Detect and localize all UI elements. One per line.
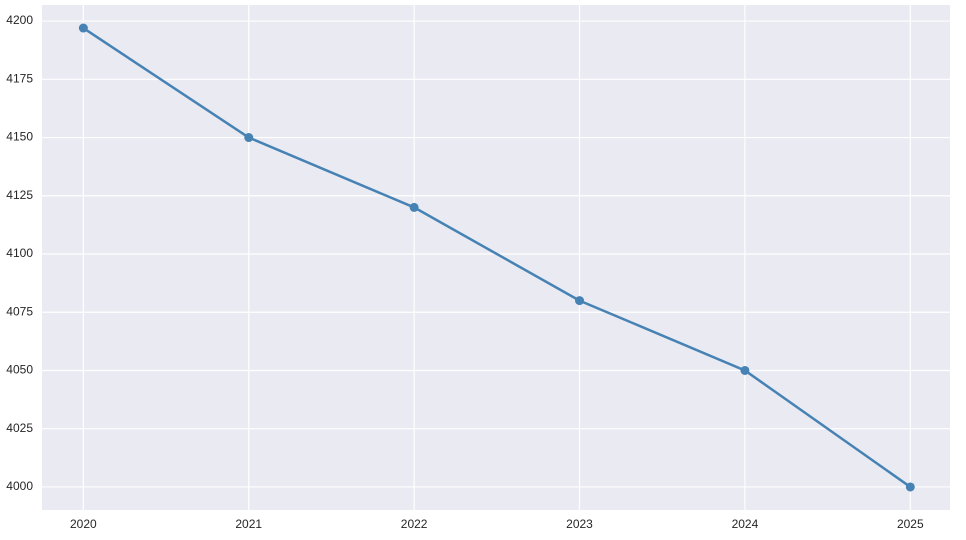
y-tick-label: 4200 [6, 13, 33, 27]
marker [740, 365, 750, 375]
y-tick-label: 4100 [6, 246, 33, 260]
x-tick-label: 2020 [70, 517, 97, 531]
y-tick-label: 4175 [6, 71, 33, 85]
x-tick-label: 2024 [732, 517, 759, 531]
y-tick-label: 4000 [6, 479, 33, 493]
y-tick-label: 4025 [6, 421, 33, 435]
marker [409, 202, 419, 212]
line [82, 27, 912, 488]
marker [905, 482, 915, 492]
marker [78, 23, 88, 33]
plot-area [42, 5, 950, 510]
y-tick-label: 4125 [6, 188, 33, 202]
x-tick-label: 2022 [401, 517, 428, 531]
x-tick-label: 2025 [897, 517, 924, 531]
x-tick-label: 2023 [566, 517, 593, 531]
y-tick-label: 4050 [6, 363, 33, 377]
marker [244, 133, 254, 143]
marker [575, 296, 585, 306]
y-tick-label: 4150 [6, 130, 33, 144]
x-tick-label: 2021 [235, 517, 262, 531]
y-tick-label: 4075 [6, 304, 33, 318]
